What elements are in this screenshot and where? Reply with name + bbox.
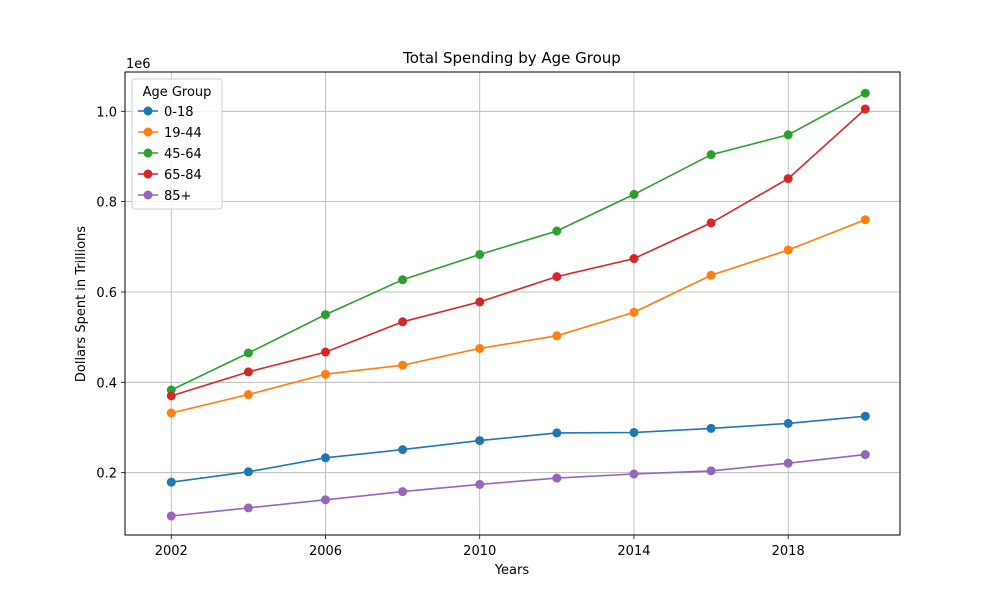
data-point xyxy=(629,254,639,264)
data-point xyxy=(706,218,716,228)
data-point xyxy=(860,215,870,225)
data-point xyxy=(243,390,253,400)
data-point xyxy=(783,458,793,468)
data-point xyxy=(475,297,485,307)
legend-marker xyxy=(143,127,153,137)
data-point xyxy=(552,272,562,282)
data-point xyxy=(398,445,408,455)
data-point xyxy=(629,189,639,199)
data-point xyxy=(166,408,176,418)
legend-label: 45-64 xyxy=(164,147,202,162)
data-point xyxy=(166,391,176,401)
legend-label: 0-18 xyxy=(164,105,194,120)
series-line xyxy=(171,108,866,397)
data-point xyxy=(783,418,793,428)
data-point xyxy=(860,411,870,421)
legend-label: 65-84 xyxy=(164,168,202,183)
data-point xyxy=(320,310,330,320)
legend-items: 0-18 19-44 45-64 65-84 85+ xyxy=(138,105,202,204)
data-point xyxy=(860,104,870,114)
series-85+ xyxy=(166,450,870,521)
data-point xyxy=(706,466,716,476)
data-point xyxy=(706,423,716,433)
data-point xyxy=(783,130,793,140)
legend-marker xyxy=(143,148,153,158)
data-point xyxy=(243,348,253,358)
data-point xyxy=(398,360,408,370)
x-tick-label: 2006 xyxy=(309,544,342,559)
series-layer xyxy=(166,88,870,521)
data-point xyxy=(320,369,330,379)
x-axis-ticks: 2002 2006 2010 2014 2018 xyxy=(155,535,805,559)
data-point xyxy=(475,436,485,446)
data-point xyxy=(475,479,485,489)
y-tick-label: 0.6 xyxy=(96,286,117,301)
legend-marker xyxy=(143,106,153,116)
data-point xyxy=(243,467,253,477)
legend-item-85+: 85+ xyxy=(138,189,191,204)
data-point xyxy=(783,174,793,184)
data-point xyxy=(629,469,639,479)
legend-label: 19-44 xyxy=(164,126,202,141)
data-point xyxy=(629,427,639,437)
x-tick-label: 2018 xyxy=(772,544,805,559)
data-point xyxy=(166,477,176,487)
data-point xyxy=(475,343,485,353)
data-point xyxy=(783,245,793,255)
x-tick-label: 2002 xyxy=(155,544,188,559)
x-tick-label: 2010 xyxy=(463,544,496,559)
series-line xyxy=(170,92,866,391)
data-point xyxy=(166,511,176,521)
data-point xyxy=(243,367,253,377)
legend-item-19-44: 19-44 xyxy=(138,126,202,141)
data-point xyxy=(552,428,562,438)
data-point xyxy=(552,473,562,483)
legend-marker xyxy=(143,169,153,179)
data-point xyxy=(552,226,562,236)
data-point xyxy=(398,487,408,497)
legend-label: 85+ xyxy=(164,189,191,204)
legend-item-0-18: 0-18 xyxy=(138,105,194,120)
y-axis-label: Dollars Spent in Trillions xyxy=(74,226,89,382)
data-point xyxy=(860,450,870,460)
data-point xyxy=(629,307,639,317)
y-axis-offset-label: 1e6 xyxy=(126,57,151,72)
legend-item-65-84: 65-84 xyxy=(138,168,202,183)
legend: Age Group 0-18 19-44 45-64 65-84 85+ xyxy=(131,78,223,210)
y-tick-label: 1.0 xyxy=(96,105,117,120)
legend-item-45-64: 45-64 xyxy=(138,147,202,162)
y-tick-label: 0.4 xyxy=(96,376,117,391)
data-point xyxy=(320,453,330,463)
data-point xyxy=(706,270,716,280)
series-line xyxy=(171,453,866,517)
data-point xyxy=(860,88,870,98)
chart-title: Total Spending by Age Group xyxy=(402,49,621,67)
data-point xyxy=(398,275,408,285)
series-65-84 xyxy=(166,104,870,401)
data-point xyxy=(398,317,408,327)
y-axis-ticks: 0.2 0.4 0.6 0.8 1.0 xyxy=(96,105,125,482)
series-line xyxy=(171,218,866,414)
series-line xyxy=(171,415,866,483)
series-19-44 xyxy=(166,215,870,418)
data-point xyxy=(320,347,330,357)
data-point xyxy=(320,495,330,505)
data-point xyxy=(243,503,253,513)
y-tick-label: 0.2 xyxy=(96,467,117,482)
x-axis-label: Years xyxy=(494,563,530,578)
legend-marker xyxy=(143,190,153,200)
plot-frame xyxy=(124,71,901,536)
data-point xyxy=(475,249,485,259)
data-point xyxy=(706,150,716,160)
x-tick-label: 2014 xyxy=(617,544,650,559)
y-tick-label: 0.8 xyxy=(96,196,117,211)
series-0-18 xyxy=(166,411,870,487)
data-point xyxy=(552,331,562,341)
legend-title: Age Group xyxy=(143,85,212,100)
